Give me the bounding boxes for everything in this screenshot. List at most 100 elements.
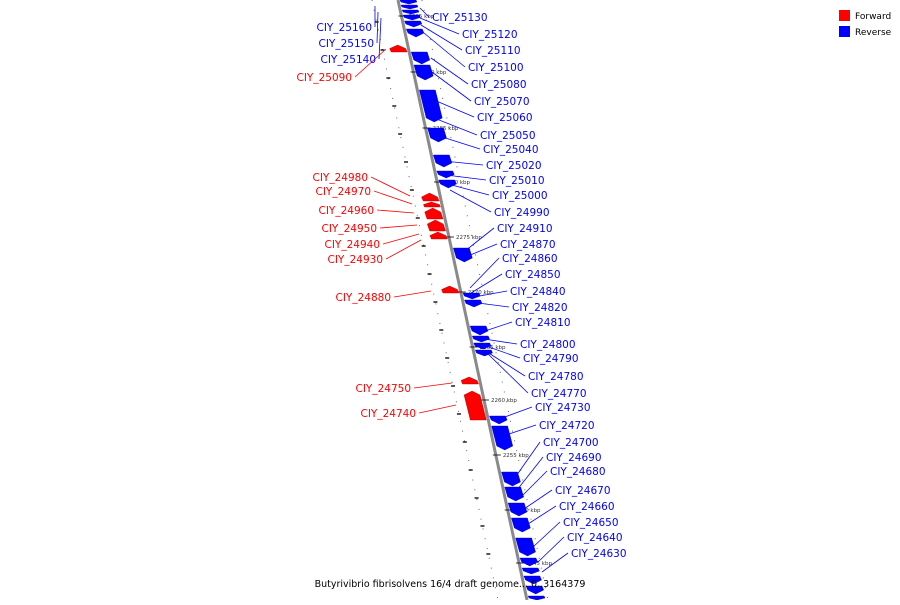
gene-label-ciy-24770[interactable]: CIY_24770: [531, 388, 587, 400]
gene-label-ciy-24870[interactable]: CIY_24870: [500, 239, 556, 251]
gene-label-ciy-24720[interactable]: CIY_24720: [539, 420, 595, 432]
gene-label-ciy-24630[interactable]: CIY_24630: [571, 548, 627, 560]
gene-label-ciy-25000[interactable]: CIY_25000: [492, 190, 548, 202]
gene-label-ciy-24960[interactable]: CIY_24960: [319, 205, 375, 217]
reverse-gene-block[interactable]: [453, 247, 473, 263]
reverse-gene-block[interactable]: [469, 325, 489, 336]
gene-label-ciy-24910[interactable]: CIY_24910: [497, 223, 553, 235]
gene-label-ciy-25130[interactable]: CIY_25130: [432, 12, 488, 24]
gene-label-ciy-24820[interactable]: CIY_24820: [512, 302, 568, 314]
reverse-gene-block[interactable]: [402, 14, 421, 21]
gene-label-ciy-25090[interactable]: CIY_25090: [297, 72, 353, 84]
leader-line-ciy-24670: [523, 489, 553, 510]
gene-label-ciy-24970[interactable]: CIY_24970: [316, 186, 372, 198]
gene-label-ciy-24990[interactable]: CIY_24990: [494, 207, 550, 219]
leader-line-ciy-24840: [473, 290, 508, 298]
reverse-gene-block[interactable]: [504, 486, 524, 502]
reverse-gene-block[interactable]: [501, 471, 521, 487]
reverse-gene-block[interactable]: [405, 28, 425, 38]
leader-line-ciy-24650: [532, 521, 561, 548]
gene-label-ciy-25100[interactable]: CIY_25100: [468, 62, 524, 74]
gene-label-ciy-24810[interactable]: CIY_24810: [515, 317, 571, 329]
forward-gene-block[interactable]: [421, 192, 440, 202]
leader-line-ciy-24860: [469, 257, 500, 289]
reverse-gene-block[interactable]: [400, 4, 419, 10]
gene-label-ciy-24860[interactable]: CIY_24860: [502, 253, 558, 265]
gene-label-ciy-24880[interactable]: CIY_24880: [336, 292, 392, 304]
forward-gene-block[interactable]: [427, 219, 446, 232]
forward-gene-block[interactable]: [460, 376, 479, 385]
reverse-gene-block[interactable]: [521, 567, 540, 575]
reverse-gene-block[interactable]: [438, 179, 457, 189]
reverse-gene-block[interactable]: [525, 585, 544, 595]
reverse-gene-block[interactable]: [436, 170, 455, 179]
gene-label-ciy-24840[interactable]: CIY_24840: [510, 286, 566, 298]
reverse-gene-block[interactable]: [507, 502, 528, 517]
legend-reverse-label: Reverse: [855, 28, 892, 38]
strand-guides: [371, 0, 549, 601]
forward-gene-block[interactable]: [423, 201, 441, 208]
reverse-gene-block[interactable]: [464, 299, 483, 308]
reverse-gene-block[interactable]: [527, 595, 546, 601]
scale-tick-label: 2285 kbp: [433, 126, 459, 132]
gene-label-ciy-25040[interactable]: CIY_25040: [483, 144, 539, 156]
gene-label-ciy-25150[interactable]: CIY_25150: [319, 38, 375, 50]
reverse-gene-block[interactable]: [523, 575, 542, 585]
gene-label-ciy-24980[interactable]: CIY_24980: [313, 172, 369, 184]
reverse-gene-block[interactable]: [413, 64, 434, 81]
reverse-gene-block[interactable]: [404, 20, 423, 28]
gene-label-ciy-24940[interactable]: CIY_24940: [325, 239, 381, 251]
gene-label-ciy-25060[interactable]: CIY_25060: [477, 112, 533, 124]
forward-gene-block[interactable]: [389, 44, 408, 53]
reverse-gene-block[interactable]: [462, 292, 481, 300]
leader-line-ciy-25090: [354, 48, 387, 78]
gene-labels: CIY_25090 CIY_24980 CIY_24970 CIY_24960 CIY_…: [297, 6, 627, 573]
forward-gene-block[interactable]: [463, 390, 487, 421]
legend: Forward Reverse: [839, 10, 892, 38]
reverse-gene-block[interactable]: [491, 425, 513, 451]
gene-label-ciy-24750[interactable]: CIY_24750: [356, 383, 412, 395]
scale-tick-label: 2250 kbp: [515, 508, 541, 514]
gene-label-ciy-25160[interactable]: CIY_25160: [317, 22, 373, 34]
gene-label-ciy-24690[interactable]: CIY_24690: [546, 452, 602, 464]
gene-label-ciy-24850[interactable]: CIY_24850: [505, 269, 561, 281]
forward-gene-block[interactable]: [441, 285, 460, 294]
gene-label-ciy-25010[interactable]: CIY_25010: [489, 175, 545, 187]
gene-label-ciy-24650[interactable]: CIY_24650: [563, 517, 619, 529]
gene-label-ciy-24800[interactable]: CIY_24800: [520, 339, 576, 351]
gene-label-ciy-24680[interactable]: CIY_24680: [550, 466, 606, 478]
reverse-gene-block[interactable]: [401, 9, 420, 15]
gene-label-ciy-24730[interactable]: CIY_24730: [535, 402, 591, 414]
forward-gene-block[interactable]: [424, 207, 444, 220]
gene-label-ciy-25140[interactable]: CIY_25140: [321, 54, 377, 66]
gene-label-ciy-24950[interactable]: CIY_24950: [322, 223, 378, 235]
gene-label-ciy-25020[interactable]: CIY_25020: [486, 160, 542, 172]
gene-label-ciy-24700[interactable]: CIY_24700: [543, 437, 599, 449]
reverse-gene-block[interactable]: [515, 537, 536, 557]
leader-line-ciy-25120: [419, 17, 460, 35]
gene-label-ciy-25070[interactable]: CIY_25070: [474, 96, 530, 108]
reverse-gene-block[interactable]: [433, 154, 453, 168]
reverse-gene-block[interactable]: [410, 51, 431, 65]
reverse-gene-block[interactable]: [473, 342, 492, 350]
reverse-gene-block[interactable]: [511, 517, 531, 533]
gene-label-ciy-25110[interactable]: CIY_25110: [465, 45, 521, 57]
gene-label-ciy-24790[interactable]: CIY_24790: [523, 353, 579, 365]
gene-label-ciy-24640[interactable]: CIY_24640: [567, 532, 623, 544]
gene-label-ciy-25050[interactable]: CIY_25050: [480, 130, 536, 142]
gene-label-ciy-24670[interactable]: CIY_24670: [555, 485, 611, 497]
reverse-gene-block[interactable]: [471, 335, 490, 343]
leader-line-ciy-25010: [445, 174, 487, 181]
gene-label-ciy-24660[interactable]: CIY_24660: [559, 501, 615, 513]
gene-label-ciy-25080[interactable]: CIY_25080: [471, 79, 527, 91]
gene-label-ciy-24780[interactable]: CIY_24780: [528, 371, 584, 383]
leader-line-ciy-24680: [519, 470, 548, 499]
reverse-gene-block[interactable]: [474, 349, 493, 357]
gene-label-ciy-24740[interactable]: CIY_24740: [361, 408, 417, 420]
gene-label-ciy-25120[interactable]: CIY_25120: [462, 29, 518, 41]
forward-gene-block[interactable]: [429, 231, 448, 240]
reverse-gene-block[interactable]: [399, 0, 418, 5]
reverse-gene-block[interactable]: [519, 557, 538, 567]
scale-tick-label: 2245 kbp: [526, 561, 552, 567]
gene-label-ciy-24930[interactable]: CIY_24930: [328, 254, 384, 266]
